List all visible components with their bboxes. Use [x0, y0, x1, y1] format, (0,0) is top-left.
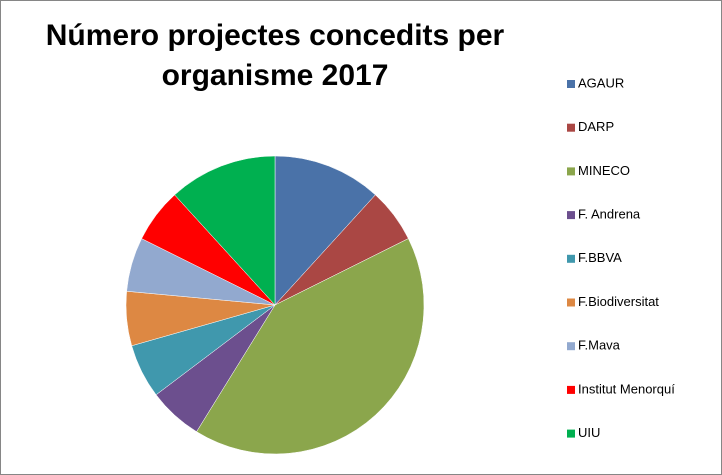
legend-label: UIU [578, 425, 600, 440]
legend-label: DARP [578, 119, 614, 134]
legend-label: AGAUR [578, 75, 624, 90]
legend-label: F.Mava [578, 338, 621, 353]
chart-title: Número projectes concedits per organisme… [45, 19, 505, 92]
legend-swatch [567, 254, 575, 263]
legend-swatch [567, 80, 575, 88]
legend-label: Institut Menorquí [578, 381, 675, 396]
legend-label: F. Andrena [578, 207, 641, 222]
legend-swatch [567, 429, 575, 438]
legend-label: F.Biodiversitat [578, 294, 659, 309]
legend-swatch [567, 385, 575, 394]
legend-swatch [567, 167, 575, 176]
pie-slice [174, 155, 276, 306]
legend-label: MINECO [578, 163, 630, 178]
pie-slice [196, 238, 425, 455]
legend-swatch [567, 123, 575, 132]
legend-swatch [567, 298, 575, 307]
legend-swatch [567, 342, 575, 351]
pie-slice [274, 155, 376, 306]
legend-swatch [567, 211, 575, 220]
legend-label: F.BBVA [578, 250, 622, 265]
